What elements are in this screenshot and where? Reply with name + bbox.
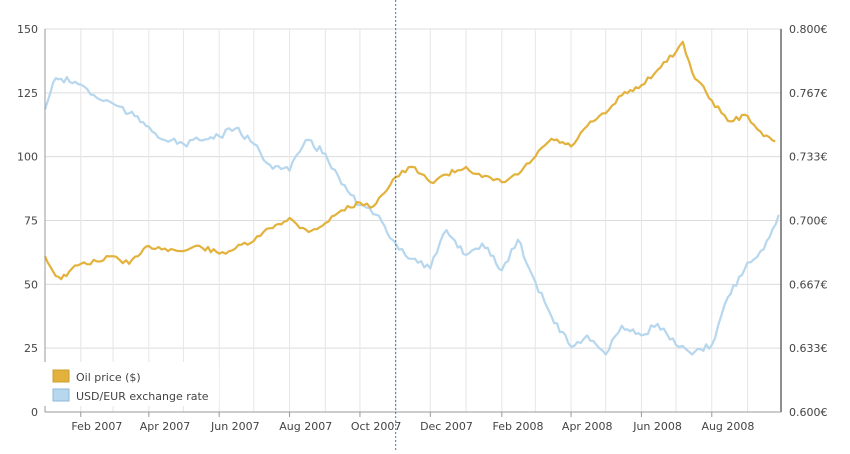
x-tick-label: Jun 2008 bbox=[632, 420, 682, 433]
y-left-tick-label: 100 bbox=[17, 151, 38, 164]
series-layer bbox=[43, 40, 780, 356]
y-left-tick-label: 50 bbox=[24, 278, 38, 291]
x-tick-label: Dec 2007 bbox=[420, 420, 473, 433]
x-tick-label: Feb 2008 bbox=[492, 420, 543, 433]
series-line-oil bbox=[43, 40, 776, 281]
x-tick-label: Jun 2007 bbox=[210, 420, 260, 433]
y-left-tick-label: 125 bbox=[17, 87, 38, 100]
y-right-tick-label: 0.700€ bbox=[789, 215, 828, 228]
y-right-tick-label: 0.800€ bbox=[789, 23, 828, 36]
axes: 0 25 50 75 100 125 150 0.600€ 0.633€ 0.667€ 0.700€… bbox=[17, 23, 828, 433]
x-tick-label: Aug 2008 bbox=[701, 420, 754, 433]
legend-swatch-usd-eur bbox=[52, 388, 70, 402]
x-tick-label: Feb 2007 bbox=[71, 420, 122, 433]
y-right-tick-label: 0.667€ bbox=[789, 278, 828, 291]
legend-label-usd-eur: USD/EUR exchange rate bbox=[76, 390, 209, 403]
legend-swatch-oil bbox=[52, 369, 70, 383]
x-tick-label: Apr 2008 bbox=[562, 420, 613, 433]
legend: Oil price ($) USD/EUR exchange rate bbox=[44, 362, 219, 406]
y-left-tick-label: 150 bbox=[17, 23, 38, 36]
y-left-tick-label: 0 bbox=[31, 406, 38, 419]
y-left-tick-label: 25 bbox=[24, 342, 38, 355]
x-tick-label: Aug 2007 bbox=[279, 420, 332, 433]
y-right-tick-label: 0.767€ bbox=[789, 87, 828, 100]
y-left-tick-label: 75 bbox=[24, 215, 38, 228]
x-tick-label: Apr 2007 bbox=[140, 420, 191, 433]
y-right-tick-label: 0.600€ bbox=[789, 406, 828, 419]
y-right-tick-label: 0.733€ bbox=[789, 151, 828, 164]
grid bbox=[44, 28, 782, 413]
series-line-usd-eur bbox=[43, 76, 780, 356]
y-right-tick-label: 0.633€ bbox=[789, 342, 828, 355]
legend-background bbox=[44, 362, 219, 406]
legend-label-oil: Oil price ($) bbox=[76, 371, 141, 384]
x-tick-label: Oct 2007 bbox=[351, 420, 402, 433]
